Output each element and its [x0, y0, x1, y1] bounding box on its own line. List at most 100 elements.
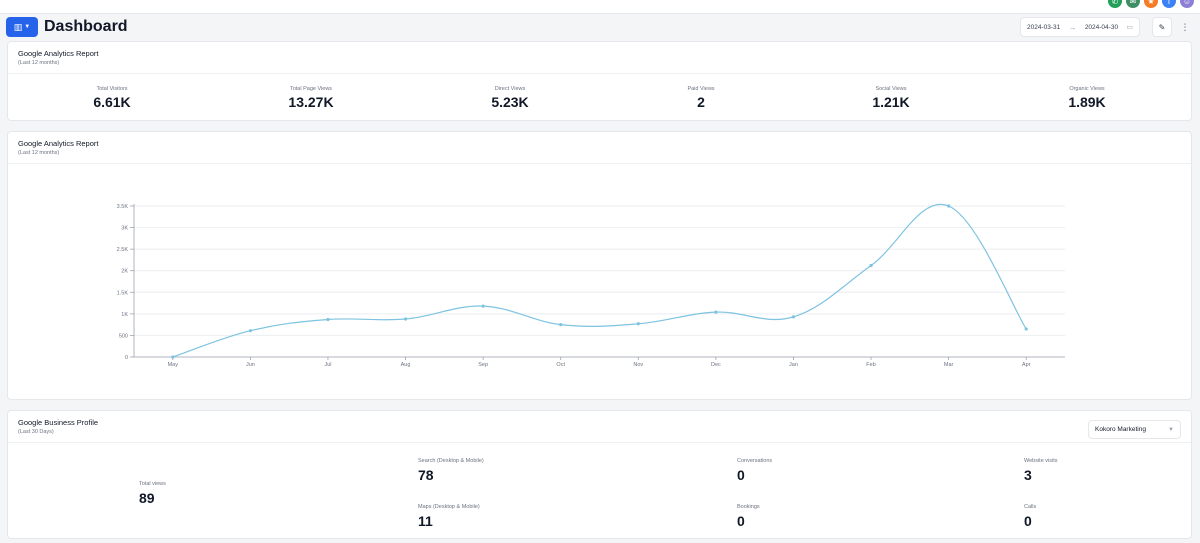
gbp-value: 0: [1024, 513, 1032, 529]
gbp-value: 3: [1024, 467, 1032, 483]
gbp-value: 0: [737, 513, 745, 529]
gbp-value: 89: [139, 490, 155, 506]
y-tick-label: 1.5K: [117, 290, 129, 296]
x-tick-label: Apr: [1022, 362, 1031, 368]
gbp-search: Search (Desktop & Mobile) 78: [418, 458, 484, 483]
gbp-total-views: Total views 89: [139, 481, 166, 506]
analytics-summary-card: Google Analytics Report (Last 12 months)…: [7, 41, 1192, 121]
more-options-button[interactable]: ⋮: [1178, 17, 1192, 37]
gbp-calls: Calls 0: [1024, 504, 1036, 529]
data-point: [947, 204, 951, 208]
stat-organic-views: Organic Views 1.89K: [1027, 86, 1147, 110]
star-icon[interactable]: ★: [1144, 0, 1158, 8]
stat-value: 13.27K: [288, 94, 334, 110]
data-point: [403, 317, 408, 321]
gbp-value: 0: [737, 467, 745, 483]
phone-icon[interactable]: ✆: [1108, 0, 1122, 8]
y-tick-label: 2K: [121, 269, 128, 275]
page-title: Dashboard: [44, 18, 128, 35]
stat-total-visitors: Total Visitors 6.61K: [52, 86, 172, 110]
business-profile-title: Google Business Profile: [18, 418, 99, 427]
analytics-chart-title: Google Analytics Report: [18, 139, 99, 148]
gbp-label: Maps (Desktop & Mobile): [418, 504, 480, 510]
data-point: [248, 329, 252, 333]
stat-value: 1.21K: [872, 94, 910, 110]
analytics-chart-card: Google Analytics Report (Last 12 months)…: [7, 131, 1192, 400]
data-point: [1024, 327, 1028, 331]
location-select-value: Kokoro Marketing: [1095, 426, 1146, 433]
kebab-menu-icon: ⋮: [1180, 21, 1190, 32]
data-point: [791, 315, 796, 319]
stat-label: Social Views: [875, 86, 907, 92]
business-profile-header: Google Business Profile (Last 30 Days): [8, 411, 1191, 443]
business-profile-subtitle: (Last 30 Days): [18, 429, 54, 435]
user-avatar-icon[interactable]: ☺: [1180, 0, 1194, 8]
x-tick-label: Jul: [324, 362, 331, 368]
edit-button[interactable]: ✎: [1152, 17, 1172, 37]
analytics-stats-row: Total Visitors 6.61K Total Page Views 13…: [8, 74, 1191, 119]
x-tick-label: Oct: [556, 362, 565, 368]
x-tick-label: Jun: [246, 362, 255, 368]
stat-total-page-views: Total Page Views 13.27K: [251, 86, 371, 110]
y-tick-label: 500: [119, 333, 128, 339]
stat-label: Direct Views: [494, 86, 526, 92]
stat-label: Total Page Views: [289, 86, 333, 92]
date-to: 2024-04-30: [1084, 23, 1119, 31]
x-tick-label: Mar: [944, 362, 954, 368]
stat-direct-views: Direct Views 5.23K: [450, 86, 570, 110]
page-header: ▥ ▼ Dashboard 2024-03-31 → 2024-04-30 ▭ …: [6, 16, 1194, 38]
y-tick-label: 1K: [121, 312, 128, 318]
stat-value: 5.23K: [491, 94, 529, 110]
chevron-down-icon: ▼: [24, 24, 31, 30]
analytics-line-chart: 0 500 1K 1.5K 2K 2.5K 3K 3.5K May Jun Jul Aug Sep Oct…: [117, 203, 1065, 368]
analytics-summary-title: Google Analytics Report: [18, 49, 99, 58]
data-point: [171, 355, 175, 359]
analytics-summary-header: Google Analytics Report (Last 12 months): [8, 42, 1191, 74]
y-tick-label: 0: [125, 355, 128, 361]
data-point: [869, 263, 873, 268]
date-from: 2024-03-31: [1027, 23, 1061, 31]
y-tick-label: 3.5K: [117, 204, 129, 210]
stat-value: 1.89K: [1068, 94, 1106, 110]
gbp-label: Website visits: [1024, 458, 1058, 464]
date-range-picker[interactable]: 2024-03-31 → 2024-04-30 ▭: [1020, 17, 1140, 37]
sidebar-icon: ▥: [13, 21, 23, 32]
x-tick-label: Feb: [866, 362, 875, 368]
data-point: [559, 323, 563, 327]
pencil-icon: ✎: [1158, 22, 1166, 32]
x-tick-label: May: [168, 362, 179, 368]
top-icons: ✆ ✉ ★ f ☺: [1108, 0, 1194, 8]
x-tick-label: Sep: [478, 362, 488, 368]
gbp-bookings: Bookings 0: [737, 504, 760, 529]
gbp-label: Total views: [139, 481, 166, 487]
analytics-chart-header: Google Analytics Report (Last 12 months): [8, 132, 1191, 164]
gbp-conversations: Conversations 0: [737, 458, 772, 483]
analytics-chart-subtitle: (Last 12 months): [18, 150, 60, 156]
sidebar-toggle-button[interactable]: ▥ ▼: [6, 17, 38, 37]
top-bar: ✆ ✉ ★ f ☺: [0, 0, 1200, 14]
gbp-maps: Maps (Desktop & Mobile) 11: [418, 504, 480, 529]
stat-label: Organic Views: [1069, 86, 1105, 92]
arrow-right-icon: →: [1068, 22, 1077, 32]
gbp-value: 11: [418, 513, 433, 529]
location-select[interactable]: Kokoro Marketing ▼: [1088, 420, 1181, 439]
stat-value: 6.61K: [93, 94, 131, 110]
gbp-label: Conversations: [737, 458, 773, 464]
stat-paid-views: Paid Views 2: [641, 86, 761, 110]
y-tick-label: 3K: [121, 226, 128, 232]
gbp-label: Bookings: [737, 504, 760, 510]
gbp-label: Calls: [1024, 504, 1037, 510]
y-tick-label: 2.5K: [117, 247, 129, 253]
stat-social-views: Social Views 1.21K: [831, 86, 951, 110]
chat-icon[interactable]: ✉: [1126, 0, 1140, 8]
gbp-website-visits: Website visits 3: [1024, 458, 1058, 483]
x-tick-label: Dec: [711, 362, 721, 368]
facebook-icon[interactable]: f: [1162, 0, 1176, 8]
analytics-summary-subtitle: (Last 12 months): [18, 60, 60, 66]
calendar-icon: ▭: [1126, 24, 1133, 31]
stat-label: Paid Views: [687, 86, 715, 92]
data-point: [714, 310, 718, 314]
gbp-label: Search (Desktop & Mobile): [418, 458, 484, 464]
stat-label: Total Visitors: [96, 86, 128, 92]
x-tick-label: Aug: [401, 362, 411, 368]
